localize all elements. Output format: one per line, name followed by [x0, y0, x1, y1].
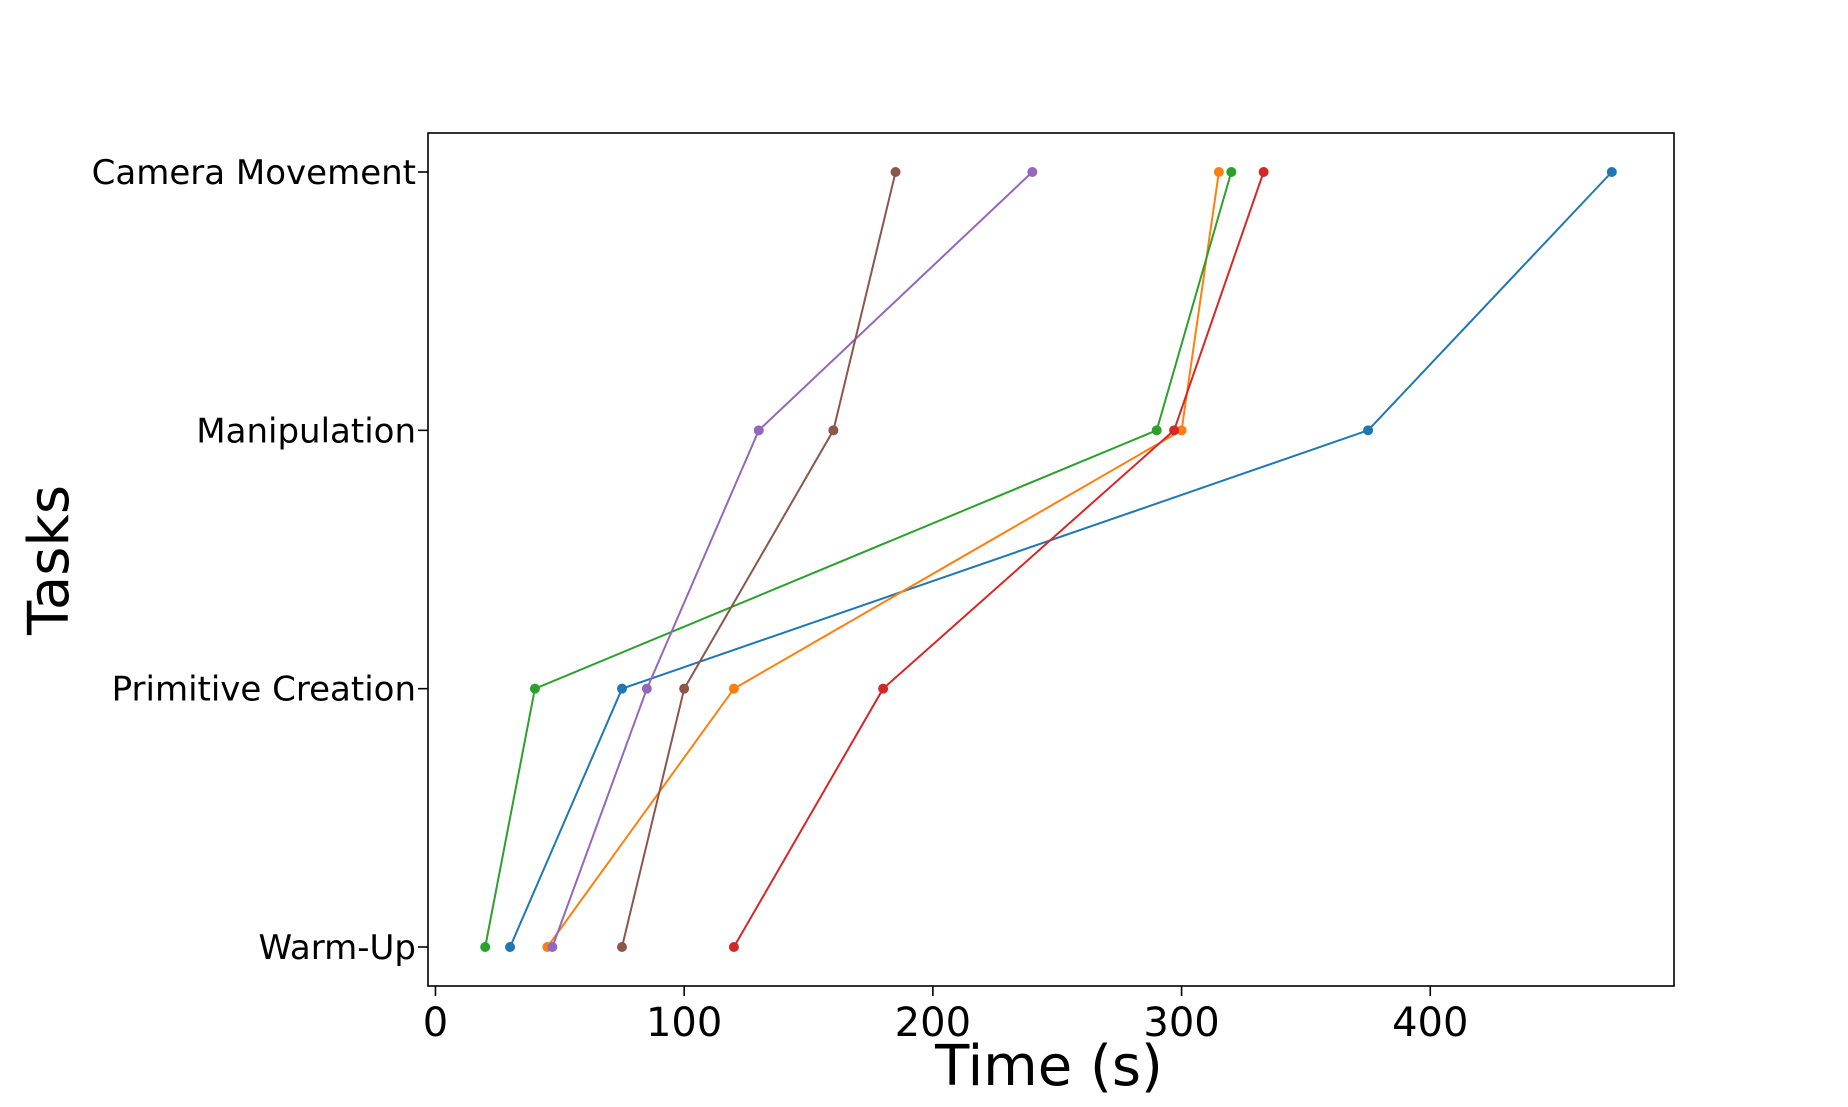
data-point — [616, 683, 627, 694]
data-point — [1169, 425, 1180, 436]
data-point — [616, 942, 627, 952]
data-point — [1258, 167, 1269, 177]
series-3 — [480, 167, 1237, 952]
x-axis: 0 100 200 300 400 — [423, 986, 1468, 1046]
series-1 — [505, 167, 1617, 952]
series-line — [621, 171, 897, 948]
data-point — [1151, 425, 1162, 436]
y-tick-label: Camera Movement — [92, 153, 416, 193]
series-line — [484, 171, 1233, 948]
series-line — [509, 171, 1613, 948]
x-tick-label: 100 — [646, 1000, 722, 1046]
data-point — [480, 942, 491, 952]
series-line — [546, 171, 1220, 948]
data-point — [1213, 167, 1224, 177]
data-point — [529, 683, 540, 694]
x-axis-label: Time (s) — [934, 1034, 1163, 1099]
data-point — [1027, 167, 1038, 177]
data-point — [1606, 167, 1617, 177]
series-layer — [480, 167, 1617, 952]
series-6 — [616, 167, 901, 952]
y-axis: Warm-Up Primitive Creation Manipulation Cam… — [92, 153, 428, 968]
x-tick-label: 0 — [423, 1000, 448, 1046]
data-point — [1226, 167, 1237, 177]
data-point — [641, 683, 652, 694]
data-point — [728, 683, 739, 694]
series-line — [551, 171, 1033, 948]
data-point — [679, 683, 690, 694]
y-tick-label: Manipulation — [196, 411, 416, 451]
y-tick-label: Warm-Up — [258, 928, 416, 968]
plot-frame — [427, 132, 1675, 987]
data-point — [728, 942, 739, 952]
series-5 — [547, 167, 1038, 952]
data-point — [878, 683, 889, 694]
data-point — [1363, 425, 1374, 436]
x-tick-label: 400 — [1392, 1000, 1468, 1046]
series-2 — [542, 167, 1224, 952]
data-point — [547, 942, 558, 952]
x-tick-label: 200 — [895, 1000, 971, 1046]
data-point — [505, 942, 516, 952]
x-tick-label: 300 — [1143, 1000, 1219, 1046]
data-point — [753, 425, 764, 436]
data-point — [890, 167, 901, 177]
data-point — [828, 425, 839, 436]
y-tick-label: Primitive Creation — [112, 670, 416, 710]
data-point — [1176, 425, 1187, 436]
series-4 — [728, 167, 1269, 952]
series-line — [733, 171, 1265, 948]
y-axis-label: Tasks — [17, 485, 82, 636]
